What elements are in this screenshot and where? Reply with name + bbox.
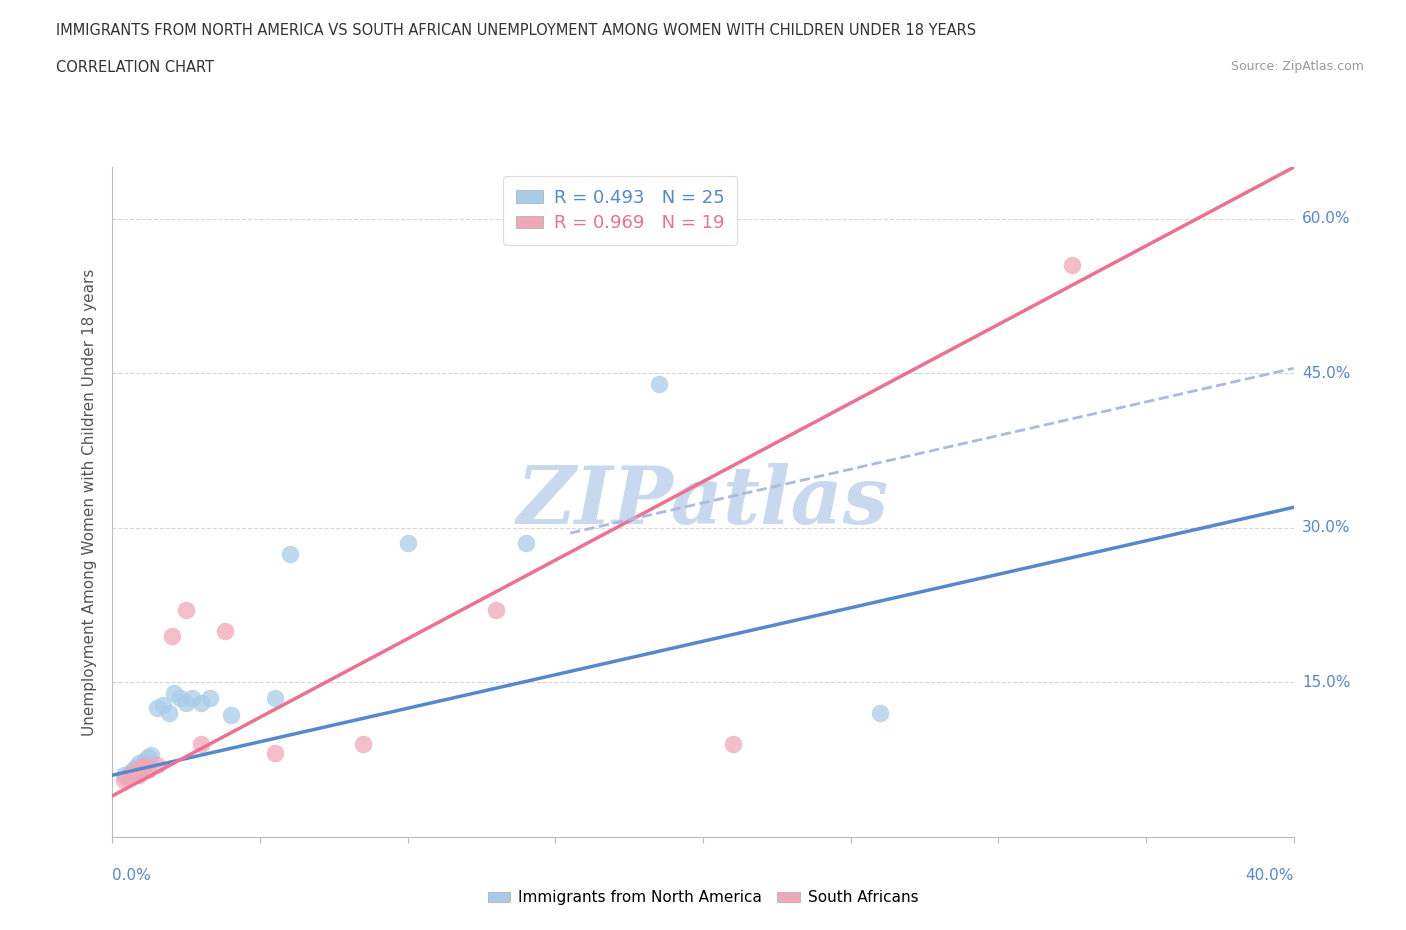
Point xyxy=(160,629,183,644)
Point xyxy=(174,696,197,711)
Point xyxy=(163,685,186,700)
Text: 60.0%: 60.0% xyxy=(1302,211,1350,226)
Y-axis label: Unemployment Among Women with Children Under 18 years: Unemployment Among Women with Children U… xyxy=(82,269,97,736)
Point xyxy=(198,690,221,705)
Legend: Immigrants from North America, South Africans: Immigrants from North America, South Afr… xyxy=(479,883,927,913)
Point xyxy=(214,623,236,638)
Point xyxy=(122,763,145,777)
Point xyxy=(152,698,174,712)
Text: 15.0%: 15.0% xyxy=(1302,675,1350,690)
Text: ZIPatlas: ZIPatlas xyxy=(517,463,889,541)
Point xyxy=(122,765,145,780)
Point xyxy=(112,773,135,788)
Text: CORRELATION CHART: CORRELATION CHART xyxy=(56,60,214,75)
Point xyxy=(515,536,537,551)
Point xyxy=(125,763,148,777)
Point xyxy=(146,701,169,716)
Point xyxy=(139,747,162,762)
Text: Source: ZipAtlas.com: Source: ZipAtlas.com xyxy=(1230,60,1364,73)
Point xyxy=(131,757,153,772)
Point xyxy=(169,690,191,705)
Text: 40.0%: 40.0% xyxy=(1246,868,1294,883)
Point xyxy=(120,765,142,780)
Point xyxy=(485,603,508,618)
Point xyxy=(190,696,212,711)
Point xyxy=(157,706,180,721)
Point xyxy=(190,737,212,751)
Point xyxy=(120,768,142,783)
Point xyxy=(264,745,287,760)
Point xyxy=(128,768,150,783)
Point xyxy=(112,768,135,783)
Point xyxy=(131,760,153,775)
Legend: R = 0.493   N = 25, R = 0.969   N = 19: R = 0.493 N = 25, R = 0.969 N = 19 xyxy=(503,177,737,245)
Point xyxy=(219,708,242,723)
Point xyxy=(136,750,159,764)
Point xyxy=(136,763,159,777)
Point xyxy=(721,737,744,751)
Point xyxy=(264,690,287,705)
Point xyxy=(117,770,138,785)
Point xyxy=(128,755,150,770)
Text: 45.0%: 45.0% xyxy=(1302,365,1350,381)
Text: IMMIGRANTS FROM NORTH AMERICA VS SOUTH AFRICAN UNEMPLOYMENT AMONG WOMEN WITH CHI: IMMIGRANTS FROM NORTH AMERICA VS SOUTH A… xyxy=(56,23,976,38)
Point xyxy=(134,752,156,767)
Point xyxy=(647,377,671,392)
Point xyxy=(174,603,197,618)
Point xyxy=(181,690,204,705)
Point xyxy=(134,757,156,772)
Text: 0.0%: 0.0% xyxy=(112,868,152,883)
Text: 30.0%: 30.0% xyxy=(1302,521,1350,536)
Point xyxy=(278,546,301,561)
Point xyxy=(1062,258,1084,272)
Point xyxy=(125,760,148,775)
Point xyxy=(146,757,169,772)
Point xyxy=(352,737,374,751)
Point xyxy=(396,536,419,551)
Point xyxy=(869,706,891,721)
